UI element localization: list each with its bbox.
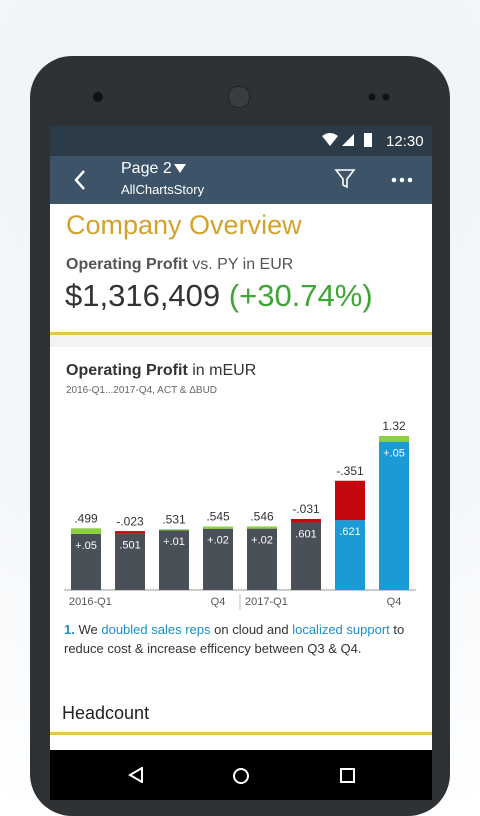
kpi-label: Operating Profit vs. PY in EUR bbox=[66, 256, 293, 274]
divider bbox=[50, 732, 432, 735]
heading: Company Overview bbox=[66, 210, 302, 240]
note-text: reduce cost & increase efficency between… bbox=[64, 641, 362, 656]
delta-bar bbox=[159, 529, 189, 531]
note: 1. We doubled sales reps on cloud and lo… bbox=[64, 620, 414, 658]
screen: 12:30 Page 2 AllChartsStory Company Over… bbox=[50, 126, 432, 800]
dropdown-arrow[interactable] bbox=[174, 164, 186, 174]
delta-bar bbox=[291, 518, 321, 523]
value-label: .499 bbox=[74, 511, 98, 525]
value-label: .501 bbox=[119, 540, 140, 552]
note-link[interactable]: localized support bbox=[292, 622, 390, 637]
divider bbox=[50, 332, 432, 335]
chart-title-rest: in mEUR bbox=[192, 362, 257, 379]
bar bbox=[71, 533, 101, 590]
section-title: Headcount bbox=[62, 703, 150, 723]
chart-title-bold: Operating Profit bbox=[66, 362, 188, 379]
value-label: -.351 bbox=[336, 464, 364, 478]
camera bbox=[93, 92, 103, 102]
bar bbox=[335, 520, 365, 590]
x-tick-label: 2017-Q1 bbox=[245, 596, 288, 608]
bar bbox=[115, 533, 145, 590]
status-bar: 12:30 bbox=[50, 126, 432, 156]
delta-bar bbox=[379, 436, 409, 442]
value-label: .621 bbox=[339, 526, 360, 538]
nav-back[interactable] bbox=[128, 767, 144, 783]
bar bbox=[247, 528, 277, 590]
value-label: -.031 bbox=[292, 502, 320, 516]
value-label: +.02 bbox=[207, 535, 229, 547]
page-title[interactable]: Page 2 bbox=[121, 160, 172, 177]
value-label: .531 bbox=[162, 512, 186, 526]
speaker bbox=[228, 86, 250, 108]
nav-recents[interactable] bbox=[340, 768, 356, 784]
delta-bar bbox=[203, 526, 233, 529]
value-label: -.023 bbox=[116, 514, 144, 528]
gap bbox=[50, 335, 432, 347]
value-label: +.05 bbox=[75, 540, 97, 552]
value-label: .546 bbox=[250, 510, 274, 524]
filter-button[interactable] bbox=[334, 168, 356, 190]
bar bbox=[291, 522, 321, 590]
kpi-delta: (+30.74%) bbox=[228, 278, 373, 313]
chart-subtitle: 2016-Q1...2017-Q4, ACT & ΔBUD bbox=[66, 385, 218, 396]
kpi-unit: in EUR bbox=[242, 256, 294, 273]
note-number: 1. bbox=[64, 622, 75, 637]
chart: .499 +.05 2016-Q1 -.023 .501 .531 +.01 .545 +.02… bbox=[64, 419, 416, 610]
value-label: .545 bbox=[206, 510, 230, 524]
delta-bar bbox=[115, 531, 145, 534]
value-label: .601 bbox=[295, 528, 316, 540]
value-label: +.01 bbox=[163, 536, 185, 548]
bar bbox=[203, 528, 233, 590]
kpi-value: $1,316,409 bbox=[65, 278, 221, 313]
status-icons bbox=[322, 133, 372, 147]
delta-bar bbox=[71, 528, 101, 534]
time: 12:30 bbox=[386, 133, 424, 150]
bar bbox=[379, 441, 409, 590]
kpi-label-bold: Operating Profit bbox=[66, 256, 188, 273]
note-text: We bbox=[78, 622, 98, 637]
x-tick-label: 2016-Q1 bbox=[69, 596, 112, 608]
value-label: 1.32 bbox=[382, 419, 406, 433]
chart-title: Operating Profit in mEUR bbox=[66, 362, 256, 380]
x-tick-label: Q4 bbox=[211, 596, 226, 608]
x-tick-label: Q4 bbox=[387, 596, 402, 608]
delta-bar bbox=[247, 526, 277, 529]
delta-bar bbox=[335, 480, 365, 521]
kpi: $1,316,409 (+30.74%) bbox=[65, 278, 373, 314]
value-label: +.02 bbox=[251, 535, 273, 547]
nav-home[interactable] bbox=[232, 767, 250, 785]
app-bar: Page 2 AllChartsStory bbox=[50, 156, 432, 204]
back-button[interactable] bbox=[72, 168, 88, 192]
nav-bar bbox=[50, 750, 432, 800]
sensors bbox=[368, 93, 394, 101]
bar bbox=[159, 530, 189, 590]
note-text: on cloud and bbox=[214, 622, 289, 637]
story-name: AllChartsStory bbox=[121, 182, 205, 197]
kpi-label-rest: vs. PY bbox=[192, 256, 239, 273]
note-link[interactable]: doubled sales reps bbox=[101, 622, 211, 637]
more-button[interactable] bbox=[390, 176, 414, 184]
note-text: to bbox=[393, 622, 405, 637]
value-label: +.05 bbox=[383, 448, 405, 460]
